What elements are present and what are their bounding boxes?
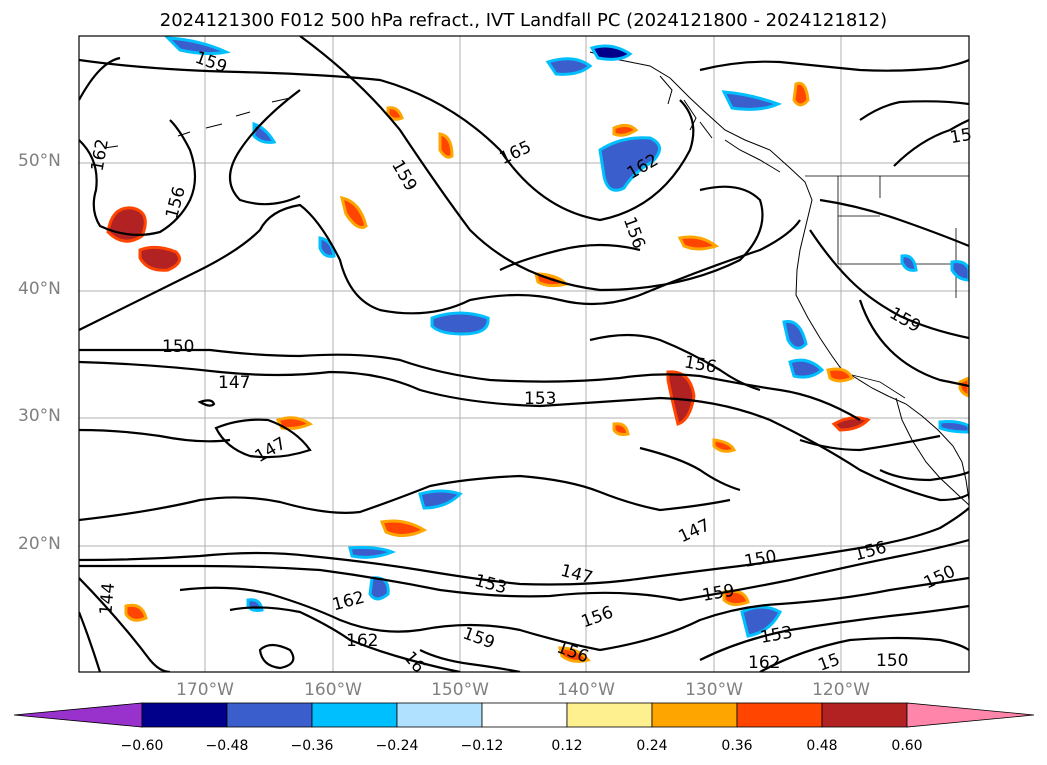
- colorbar-segment: [566, 702, 653, 728]
- coastlines: [103, 51, 969, 506]
- colorbar-tick-label: −0.36: [290, 738, 334, 754]
- shading-patches: [106, 36, 969, 663]
- lon-label: 160°W: [304, 680, 362, 700]
- colorbar-segment: [906, 702, 1035, 728]
- colorbar-segment: [481, 702, 568, 728]
- colorbar-segment: [311, 702, 398, 728]
- colorbar-tick-label: 0.24: [636, 738, 668, 754]
- colorbar-tick-label: −0.60: [120, 738, 164, 754]
- lat-label: 40°N: [18, 279, 61, 299]
- contour-label: 150: [162, 337, 194, 357]
- lon-label: 140°W: [557, 680, 615, 700]
- lat-label: 30°N: [18, 406, 61, 426]
- colorbar-segment: [651, 702, 738, 728]
- colorbar-tick-label: 0.12: [551, 738, 583, 754]
- plot-background: [79, 36, 969, 672]
- contour-label: 147: [218, 373, 250, 393]
- contour-label: 153: [524, 389, 556, 409]
- gridlines: [79, 36, 969, 672]
- colorbar-segment: [141, 702, 228, 728]
- contour-label: 162: [748, 653, 780, 673]
- colorbar-segment: [13, 702, 143, 728]
- lon-label: 130°W: [685, 680, 743, 700]
- colorbar-tick-label: 0.36: [721, 738, 753, 754]
- country-borders: [805, 175, 969, 399]
- contour-label: 144: [96, 582, 119, 616]
- colorbar-segment: [736, 702, 823, 728]
- contour-lines: [79, 36, 969, 672]
- lon-label: 150°W: [431, 680, 489, 700]
- contour-label: 15: [949, 125, 974, 148]
- map-title: 2024121300 F012 500 hPa refract., IVT La…: [159, 10, 888, 31]
- colorbar-tick-label: 0.60: [891, 738, 923, 754]
- lat-label: 50°N: [18, 151, 61, 171]
- plot-frame: [78, 35, 970, 673]
- lon-label: 170°W: [176, 680, 234, 700]
- colorbar-segment: [396, 702, 483, 728]
- contour-label: 162: [346, 631, 378, 651]
- colorbar-tick-label: −0.24: [375, 738, 419, 754]
- contour-label: 150: [876, 651, 908, 671]
- lon-label: 120°W: [812, 680, 870, 700]
- colorbar-tick-label: −0.48: [205, 738, 249, 754]
- colorbar-tick-label: 0.48: [806, 738, 838, 754]
- colorbar-segment: [821, 702, 908, 728]
- lat-label: 20°N: [18, 534, 61, 554]
- colorbar-segment: [226, 702, 313, 728]
- colorbar-tick-label: −0.12: [460, 738, 504, 754]
- colorbar: [13, 702, 1035, 728]
